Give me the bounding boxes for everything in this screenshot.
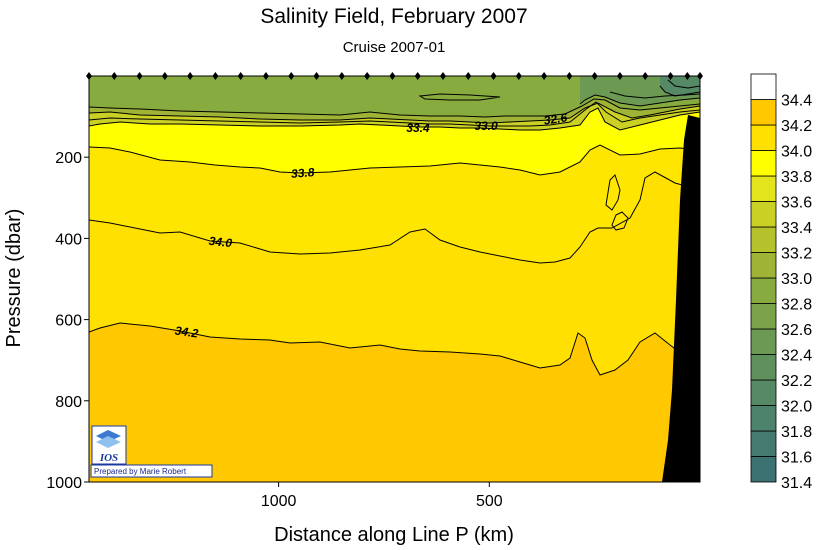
logo-text: IOS [99,452,118,464]
contour-labels: 33.4 33.0 32.6 33.8 34.0 34.2 [174,110,568,340]
colorbar: 31.4 31.6 31.8 32.0 32.2 32.4 32.6 32.8 33.0 33.2… [750,73,812,492]
contour-32-2 [659,85,700,97]
colorbar-swatch [750,201,777,228]
colorbar-swatch [750,379,777,406]
colorbar-swatch [750,456,777,483]
colorbar-swatch [750,405,777,432]
colorbar-label: 34.0 [781,144,812,161]
colorbar-swatch [750,175,777,202]
colorbar-swatch [750,277,777,304]
contour-label-32-6: 32.6 [543,110,568,127]
contour-33-8-island [605,174,621,211]
colorbar-swatch [750,252,777,279]
contour-label-33-0: 33.0 [474,119,498,133]
colorbar-swatch [750,150,777,177]
y-tick-label: 200 [55,150,82,167]
plot-frame [88,75,701,483]
x-axis: 1000 500 [261,482,503,510]
x-axis-title: Distance along Line P (km) [274,524,514,546]
contour-33-8-island2 [611,211,629,231]
contour-label-33-4: 33.4 [406,121,430,135]
colorbar-label: 32.2 [781,373,812,390]
contour-33-6 [89,107,700,131]
colorbar-swatch [750,328,777,355]
contour-32-0 [667,79,700,89]
colorbar-label: 33.4 [781,220,812,237]
colorbar-label: 31.4 [781,475,812,492]
colorbar-label: 34.2 [781,118,812,135]
band-32-8 [89,76,700,117]
contour-label-34-2: 34.2 [174,323,199,340]
colorbar-swatch [750,303,777,330]
colorbar-label: 32.0 [781,399,812,416]
contour-33-2 [89,102,700,124]
contour-32-4 [609,91,700,99]
colorbar-swatch [750,226,777,253]
y-tick-label: 1000 [46,475,82,492]
credit-box: Prepared by Marie Robert [90,464,213,478]
x-tick-label: 500 [476,493,503,510]
x-tick-label: 1000 [261,493,297,510]
ios-logo: IOS [91,425,127,465]
colorbar-label: 31.6 [781,450,812,467]
plot-area [89,76,700,482]
contour-33-0 [89,98,700,118]
colorbar-swatch [750,354,777,381]
colorbar-swatch [750,124,777,151]
y-axis: 200 400 600 800 1000 [46,150,89,492]
contour-32-6 [579,94,700,107]
colorbar-swatch [750,430,777,457]
colorbar-label: 31.8 [781,424,812,441]
chart-title: Salinity Field, February 2007 [260,5,527,28]
colorbar-label: 32.6 [781,322,812,339]
colorbar-label: 33.6 [781,195,812,212]
colorbar-label: 33.0 [781,271,812,288]
contour-label-34-0: 34.0 [208,234,233,250]
chart-subtitle: Cruise 2007-01 [343,39,446,56]
bathymetry [662,115,700,482]
colorbar-label: 34.4 [781,93,812,110]
y-tick-label: 600 [55,313,82,330]
y-tick-label: 400 [55,231,82,248]
colorbar-label: 33.2 [781,246,812,263]
credit-text: Prepared by Marie Robert [94,467,187,476]
contour-33-4 [89,101,700,127]
colorbar-swatch [750,99,777,126]
contour-label-33-8: 33.8 [291,165,316,181]
colorbar-label: 33.8 [781,169,812,186]
contour-34-2 [89,322,700,376]
y-axis-title: Pressure (dbar) [3,209,25,348]
contour-33-8 [89,144,700,176]
band-32-0 [660,76,700,96]
contour-lens [418,93,501,101]
colorbar-label: 32.4 [781,348,812,365]
colorbar-label: 32.8 [781,297,812,314]
y-tick-label: 800 [55,394,82,411]
colorbar-swatch [750,73,777,100]
